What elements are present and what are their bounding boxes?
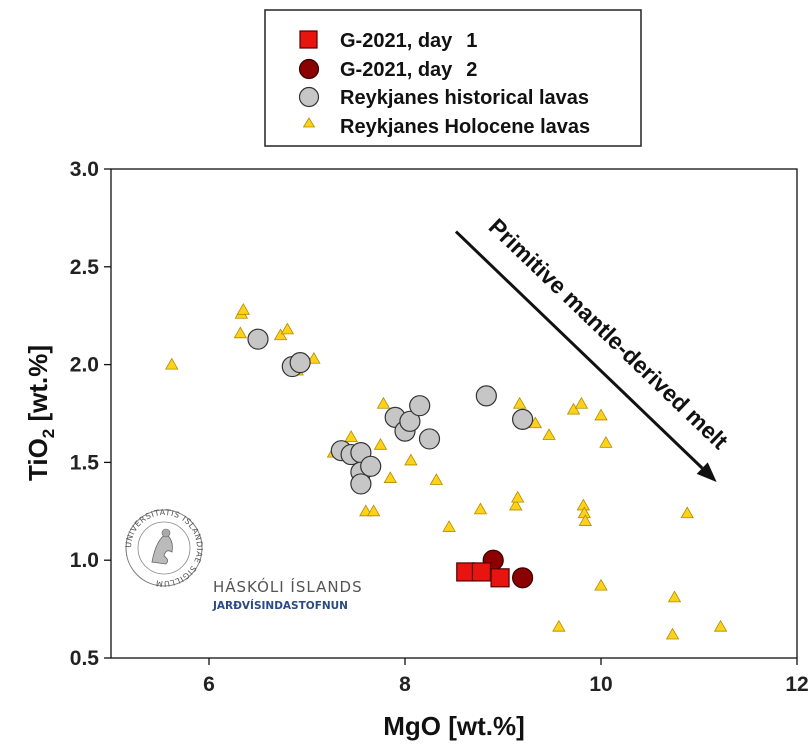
x-axis-title: MgO [wt.%] <box>383 711 525 741</box>
holocene-lava-point <box>599 436 613 448</box>
x-tick-label: 8 <box>399 673 411 696</box>
historical-lava-point <box>289 352 311 374</box>
day1-sample-point <box>471 562 492 582</box>
holocene-lava-point <box>473 502 488 515</box>
legend-marker-square <box>299 30 318 49</box>
holocene-lava-point <box>574 396 589 409</box>
holocene-lava-point <box>383 471 397 483</box>
holocene-lava-point <box>594 578 608 591</box>
holocene-lava-point <box>373 437 388 450</box>
arrow-head <box>696 462 717 482</box>
holocene-lava-point <box>713 619 728 632</box>
holocene-lava-point <box>566 402 581 415</box>
y-tick-label: 3.0 <box>70 158 99 181</box>
legend-marker-dark-circle <box>298 58 320 80</box>
x-tick-label: 6 <box>203 673 215 696</box>
historical-lava-point <box>247 328 269 350</box>
y-axis-title: TiO2 [wt.%] <box>23 345 58 481</box>
data-points <box>165 303 728 640</box>
legend-label-day2: G-2021, day 2 <box>340 59 477 81</box>
y-tick-label: 2.5 <box>70 256 100 279</box>
university-logo: UNIVERSITATIS ISLANDIAE SIGILLUM HÁSKÓLI… <box>124 508 363 612</box>
holocene-lava-point <box>509 498 523 511</box>
day2-sample-point <box>511 567 534 589</box>
holocene-lava-point <box>665 627 680 640</box>
holocene-lava-point <box>442 520 456 532</box>
legend-item-historical: Reykjanes historical lavas <box>298 86 589 109</box>
legend-label-day1: G-2021, day 1 <box>340 30 477 52</box>
logo-name: HÁSKÓLI ÍSLANDS <box>213 577 363 596</box>
holocene-lava-point <box>366 504 381 517</box>
y-tick-label: 0.5 <box>70 647 100 670</box>
holocene-lava-point <box>233 326 248 339</box>
historical-lava-point <box>360 455 382 477</box>
x-tick-label: 12 <box>785 673 808 696</box>
legend-item-holocene: Reykjanes Holocene lavas <box>302 116 590 138</box>
legend-label-holocene: Reykjanes Holocene lavas <box>340 116 590 138</box>
legend: G-2021, day 1 G-2021, day 2 Reykjanes hist… <box>264 9 642 147</box>
legend-item-day2: G-2021, day 2 <box>298 58 477 81</box>
day1-sample-point <box>490 568 510 588</box>
holocene-lava-point <box>404 453 418 466</box>
y-axis: 0.5 1.0 1.5 2.0 2.5 3.0 <box>70 158 111 670</box>
historical-lava-point <box>409 395 431 417</box>
x-axis: 6 8 10 12 <box>203 658 809 696</box>
holocene-lava-point <box>429 473 444 485</box>
historical-lava-point <box>475 385 497 407</box>
y-tick-label: 2.0 <box>70 354 99 377</box>
holocene-lava-point <box>680 506 694 519</box>
holocene-lava-point <box>512 396 527 409</box>
holocene-lava-point <box>594 408 608 421</box>
holocene-lava-point <box>511 490 525 503</box>
historical-lava-point <box>350 473 372 495</box>
historical-lava-point <box>511 408 534 430</box>
legend-item-day1: G-2021, day 1 <box>299 30 477 52</box>
logo-subtitle: JARÐVÍSINDASTOFNUN <box>212 599 348 612</box>
legend-label-historical: Reykjanes historical lavas <box>340 87 589 109</box>
plot-frame <box>110 168 798 659</box>
holocene-lava-point <box>344 430 358 442</box>
holocene-lava-point <box>165 357 179 370</box>
x-tick-label: 10 <box>589 673 612 696</box>
holocene-lava-point <box>307 351 321 364</box>
holocene-lava-point <box>376 396 391 409</box>
holocene-lava-point <box>280 322 295 335</box>
holocene-lava-point <box>273 328 288 341</box>
holocene-lava-point <box>236 303 250 315</box>
holocene-lava-point <box>552 619 566 632</box>
historical-lava-point <box>418 428 441 450</box>
y-tick-label: 1.0 <box>70 549 99 572</box>
y-tick-label: 1.5 <box>70 451 100 474</box>
holocene-lava-point <box>542 428 556 440</box>
legend-marker-grey-circle <box>298 86 320 108</box>
holocene-lava-point <box>667 590 682 603</box>
arrow-line <box>454 230 704 470</box>
annotation-arrow: Primitive mantle-derived melt <box>454 213 733 482</box>
legend-box <box>264 9 642 147</box>
university-seal: UNIVERSITATIS ISLANDIAE SIGILLUM <box>124 508 204 588</box>
holocene-lava-point <box>578 514 593 526</box>
legend-marker-triangle <box>302 117 316 128</box>
historical-lava-point <box>399 410 421 432</box>
